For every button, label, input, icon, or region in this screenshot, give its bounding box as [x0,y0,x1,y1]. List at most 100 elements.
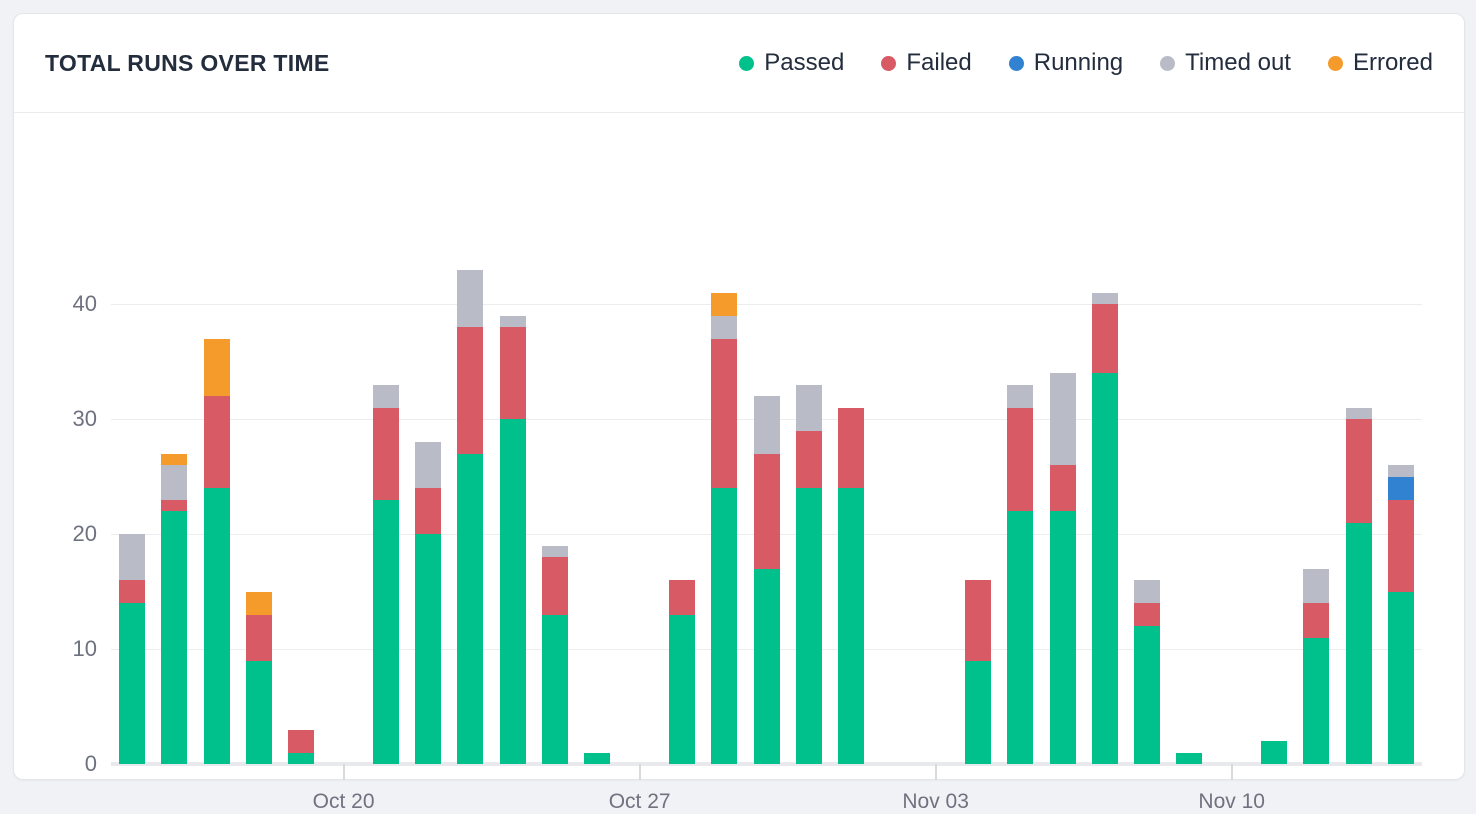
legend-item-failed[interactable]: Failed [881,49,972,77]
bar-segment-timed-out[interactable] [711,315,738,339]
bar[interactable] [1303,568,1330,764]
bar-segment-failed[interactable] [1303,603,1330,638]
bar-segment-failed[interactable] [1345,419,1372,523]
bar-segment-failed[interactable] [457,327,484,454]
bar-segment-failed[interactable] [668,580,695,615]
bar-segment-failed[interactable] [415,488,442,535]
bar[interactable] [838,407,865,764]
bar-segment-timed-out[interactable] [1387,465,1414,477]
bar-segment-passed[interactable] [584,752,611,764]
bar-segment-timed-out[interactable] [499,315,526,328]
bar-segment-passed[interactable] [457,453,484,764]
bar-segment-timed-out[interactable] [1345,407,1372,420]
bar-segment-timed-out[interactable] [542,545,569,558]
bar[interactable] [1091,292,1118,764]
bar[interactable] [1007,384,1034,764]
bar[interactable] [457,270,484,764]
bar-segment-failed[interactable] [795,430,822,489]
bar-segment-timed-out[interactable] [1303,568,1330,604]
bar-segment-passed[interactable] [1303,637,1330,764]
bar-segment-failed[interactable] [753,453,780,569]
bar-segment-failed[interactable] [1134,603,1161,627]
bar[interactable] [711,293,738,764]
bar-segment-timed-out[interactable] [161,465,188,500]
legend-item-running[interactable]: Running [1008,49,1123,77]
bar-segment-passed[interactable] [288,752,315,764]
bar-segment-failed[interactable] [119,580,146,604]
bar-segment-failed[interactable] [499,327,526,420]
bar-segment-passed[interactable] [246,660,273,764]
bar-segment-failed[interactable] [838,407,865,489]
bar-segment-failed[interactable] [1007,407,1034,512]
bar[interactable] [161,453,188,764]
bar[interactable] [1049,373,1076,764]
bar[interactable] [499,315,526,764]
legend-item-timed-out[interactable]: Timed out [1160,49,1291,77]
bar-segment-failed[interactable] [372,407,399,500]
bar-segment-passed[interactable] [415,534,442,764]
bar-segment-failed[interactable] [964,580,991,661]
bar-segment-failed[interactable] [288,729,315,753]
bar-segment-passed[interactable] [668,614,695,764]
bar[interactable] [119,534,146,764]
bar[interactable] [753,396,780,764]
bar-segment-passed[interactable] [838,488,865,764]
bar[interactable] [1387,465,1414,764]
bar[interactable] [246,591,273,764]
bar-segment-failed[interactable] [203,396,230,489]
bar[interactable] [1345,407,1372,764]
bar-segment-passed[interactable] [964,660,991,764]
bar-segment-passed[interactable] [753,568,780,764]
bar-segment-failed[interactable] [542,557,569,615]
bar-segment-timed-out[interactable] [1091,292,1118,305]
bar-segment-passed[interactable] [372,499,399,764]
bar-segment-passed[interactable] [1007,511,1034,764]
bar[interactable] [288,729,315,764]
legend-item-passed[interactable]: Passed [739,49,844,77]
bar[interactable] [1134,580,1161,764]
bar[interactable] [584,752,611,764]
bar-segment-timed-out[interactable] [1049,373,1076,466]
bar-segment-passed[interactable] [1387,591,1414,764]
bar-segment-errored[interactable] [203,338,230,397]
bar-segment-passed[interactable] [795,488,822,764]
legend-item-errored[interactable]: Errored [1327,49,1433,77]
bar-segment-timed-out[interactable] [415,442,442,489]
bar-segment-timed-out[interactable] [119,534,146,581]
bar[interactable] [203,338,230,764]
bar[interactable] [542,545,569,764]
bar-segment-passed[interactable] [203,488,230,764]
bar-segment-errored[interactable] [246,591,273,615]
bar-segment-passed[interactable] [1091,373,1118,764]
bar[interactable] [1260,741,1287,764]
bar-segment-failed[interactable] [1049,465,1076,512]
bar-segment-passed[interactable] [1049,511,1076,764]
bar-segment-passed[interactable] [1345,522,1372,764]
bar-segment-passed[interactable] [119,603,146,764]
bar-segment-errored[interactable] [161,453,188,466]
bar-segment-errored[interactable] [711,293,738,316]
bar-segment-running[interactable] [1387,476,1414,500]
bar-segment-failed[interactable] [1091,304,1118,374]
bar-segment-passed[interactable] [499,419,526,764]
bar-segment-timed-out[interactable] [753,396,780,454]
bar-segment-passed[interactable] [161,511,188,764]
bar-segment-passed[interactable] [1134,626,1161,764]
bar-segment-failed[interactable] [1387,499,1414,592]
bar-segment-failed[interactable] [161,499,188,512]
bar[interactable] [415,442,442,764]
bar-segment-failed[interactable] [246,614,273,661]
bar-segment-timed-out[interactable] [1134,580,1161,604]
bar-segment-passed[interactable] [1176,752,1203,764]
bar-segment-timed-out[interactable] [795,384,822,431]
bar-segment-timed-out[interactable] [457,270,484,328]
bar[interactable] [964,580,991,764]
bar-segment-timed-out[interactable] [1007,384,1034,408]
bar-segment-passed[interactable] [711,488,738,764]
bar-segment-passed[interactable] [542,614,569,764]
bar-segment-timed-out[interactable] [372,384,399,408]
bar-segment-failed[interactable] [711,338,738,489]
bar[interactable] [668,580,695,764]
bar[interactable] [795,384,822,764]
bar-segment-passed[interactable] [1260,741,1287,764]
